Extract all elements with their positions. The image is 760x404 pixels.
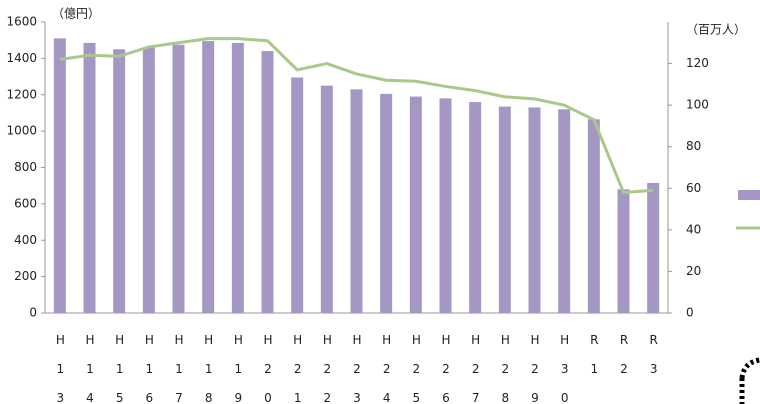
x-tick-label: H24 [380, 333, 394, 404]
bar [172, 44, 185, 313]
y-tick-label: 1600 [6, 15, 37, 29]
y-tick-label: 1200 [6, 87, 37, 101]
x-tick-label: R2 [617, 333, 631, 391]
x-tick-label: H16 [142, 333, 156, 404]
y-unit-label: （億円） [52, 7, 100, 21]
legend-swatch [738, 190, 760, 200]
x-tick-label: H15 [113, 333, 127, 404]
bar [587, 119, 600, 313]
x-tick-label: H20 [261, 333, 275, 404]
x-tick-label: H29 [528, 333, 542, 404]
bar [291, 77, 304, 313]
bar [350, 89, 363, 313]
x-tick-label: H19 [231, 333, 245, 404]
x-tick-label: H22 [320, 333, 334, 404]
y2-tick-label: 20 [686, 264, 701, 278]
x-tick-label: H30 [558, 333, 572, 404]
y2-tick-label: 120 [686, 56, 709, 70]
bar [142, 47, 155, 314]
bar [469, 102, 482, 314]
line [59, 37, 654, 195]
bar [439, 98, 452, 313]
bar [261, 51, 274, 313]
bar [647, 182, 660, 313]
bar [380, 93, 393, 313]
y2-tick-label: 60 [686, 181, 701, 195]
bar [202, 41, 215, 314]
decoration [739, 357, 760, 379]
y-tick-label: 1400 [6, 51, 37, 65]
x-tick-label: H18 [202, 333, 216, 404]
y2-tick-label: 100 [686, 98, 709, 112]
x-tick-label: H25 [409, 333, 423, 404]
x-tick-label: H28 [498, 333, 512, 404]
y-tick-label: 400 [14, 233, 37, 247]
y-tick-label: 600 [14, 196, 37, 210]
x-tick-label: H17 [172, 333, 186, 404]
y2-tick-label: 80 [686, 139, 701, 153]
y-tick-label: 1000 [6, 124, 37, 138]
y2-tick-label: 0 [686, 306, 694, 320]
y2-unit-label: （百万人） [686, 23, 746, 37]
x-tick-label: R1 [587, 333, 601, 391]
x-tick-label: H14 [83, 333, 97, 404]
bar [409, 96, 422, 313]
x-tick-label: R3 [647, 333, 661, 391]
bar [53, 38, 66, 314]
y-tick-label: 200 [14, 269, 37, 283]
bar [558, 109, 571, 313]
y-tick-label: 800 [14, 160, 37, 174]
x-tick-label: H13 [53, 333, 67, 404]
x-tick-label: H23 [350, 333, 364, 404]
bar [617, 189, 630, 313]
y-tick-label: 0 [29, 306, 37, 320]
bar [231, 42, 244, 314]
bar [498, 106, 511, 314]
x-tick-label: H21 [291, 333, 305, 404]
x-tick-label: H27 [469, 333, 483, 404]
bar [83, 42, 96, 314]
bar [113, 49, 126, 313]
bar [320, 85, 333, 313]
bar [528, 107, 541, 313]
x-tick-label: H26 [439, 333, 453, 404]
y2-tick-label: 40 [686, 222, 701, 236]
